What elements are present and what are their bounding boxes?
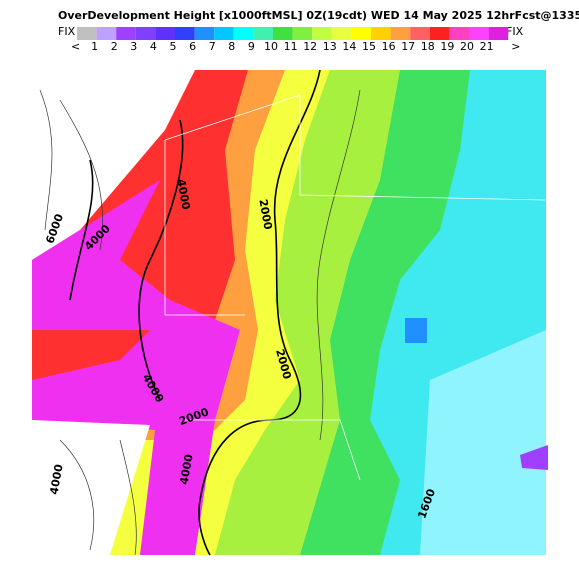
borders (164, 94, 546, 481)
fix-right: FIX (506, 25, 524, 38)
colorbar-label: 15 (362, 40, 376, 53)
colorbar-swatch (77, 27, 97, 40)
fix-left: FIX (58, 25, 76, 38)
colorbar-label: 8 (228, 40, 235, 53)
colorbar-swatch (214, 27, 234, 40)
colorbar-swatch (449, 27, 469, 40)
contour-label: 4000 (174, 178, 192, 211)
colorbar-swatch (429, 27, 450, 40)
contour-label: 4000 (47, 463, 65, 496)
colorbar: <1 2 3 4 5 6 7 8 9 10 11 12 13 14 15 16 17 18 19 20 21 > (71, 27, 520, 53)
colorbar-swatch (135, 27, 156, 40)
thin-contours (39, 89, 361, 556)
title: OverDevelopment Height [x1000ftMSL] 0Z(1… (58, 9, 579, 22)
colorbar-label: 16 (382, 40, 396, 53)
red-area-west (32, 330, 150, 380)
colorbar-label: 12 (303, 40, 317, 53)
colorbar-swatch (410, 27, 430, 40)
colorbar-label: 21 (480, 40, 494, 53)
colorbar-label: 14 (342, 40, 356, 53)
purple-spot (520, 445, 548, 470)
colorbar-swatch (331, 27, 352, 40)
colorbar-label: 1 (91, 40, 98, 53)
magenta-area (32, 180, 240, 555)
colorbar-label: 9 (248, 40, 255, 53)
colorbar-swatch (96, 27, 117, 40)
colorbar-label: 13 (323, 40, 337, 53)
white-area-south (32, 420, 150, 555)
colorbar-swatch (175, 27, 195, 40)
colorbar-label: 7 (209, 40, 216, 53)
colorbar-swatch (116, 27, 136, 40)
colorbar-swatch (233, 27, 254, 40)
colorbar-swatch (155, 27, 175, 40)
colorbar-swatch (371, 27, 391, 40)
colorbar-label: 10 (264, 40, 278, 53)
right-arrow: > (511, 40, 520, 53)
colorbar-label: 11 (284, 40, 298, 53)
colorbar-swatch (273, 27, 293, 40)
colorbar-label: 2 (111, 40, 118, 53)
colorbar-label: 18 (421, 40, 435, 53)
colorbar-swatch (253, 27, 273, 40)
colorbar-label: 6 (189, 40, 196, 53)
colorbar-swatch (312, 27, 332, 40)
light-cyan-area (420, 330, 546, 555)
colorbar-label: 4 (150, 40, 157, 53)
colorbar-label: 19 (440, 40, 454, 53)
colorbar-label: 20 (460, 40, 474, 53)
colorbar-swatch (351, 27, 371, 40)
colorbar-label: 3 (130, 40, 137, 53)
colorbar-swatch (488, 27, 509, 40)
colorbar-swatch (469, 27, 489, 40)
map (32, 69, 548, 556)
colorbar-swatch (194, 27, 215, 40)
contour-label: 4000 (177, 453, 195, 486)
colorbar-swatch (390, 27, 411, 40)
blue-spot (405, 318, 427, 343)
colorbar-swatch (292, 27, 313, 40)
contour-label: 2000 (256, 198, 274, 231)
colorbar-label: 17 (401, 40, 415, 53)
colorbar-label: 5 (170, 40, 177, 53)
white-area (32, 70, 195, 260)
contours (69, 69, 321, 556)
left-arrow: < (71, 40, 80, 53)
